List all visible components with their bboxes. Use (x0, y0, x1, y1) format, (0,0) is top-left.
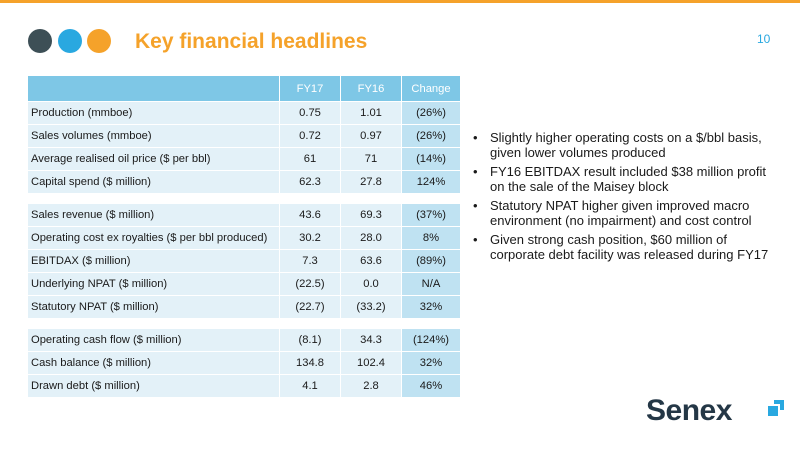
bullet-item: Slightly higher operating costs on a $/b… (472, 130, 784, 160)
logo-mark-icon (768, 400, 784, 416)
fy17-value: 0.72 (280, 125, 341, 148)
fy16-value: 28.0 (341, 227, 402, 250)
table-row: Cash balance ($ million) 134.8 102.4 32% (28, 352, 461, 375)
fy17-value: (22.7) (280, 296, 341, 319)
blue-circle-icon (58, 29, 82, 53)
spacer-cell (280, 194, 341, 204)
header-cell-change: Change (402, 76, 461, 102)
row-label: Average realised oil price ($ per bbl) (28, 148, 280, 171)
table-row: Capital spend ($ million) 62.3 27.8 124% (28, 171, 461, 194)
commentary-list: Slightly higher operating costs on a $/b… (472, 130, 784, 266)
table-row: Operating cash flow ($ million) (8.1) 34.3… (28, 329, 461, 352)
header-cell-fy16: FY16 (341, 76, 402, 102)
change-value: 124% (402, 171, 461, 194)
change-value: 46% (402, 375, 461, 398)
fy17-value: 30.2 (280, 227, 341, 250)
fy17-value: 61 (280, 148, 341, 171)
bullet-item: Given strong cash position, $60 million … (472, 232, 784, 262)
spacer-cell (28, 319, 280, 329)
fy17-value: 4.1 (280, 375, 341, 398)
row-label: Capital spend ($ million) (28, 171, 280, 194)
fy17-value: 7.3 (280, 250, 341, 273)
fy17-value: 62.3 (280, 171, 341, 194)
financial-table: FY17 FY16 Change Production (mmboe) 0.75 1.01… (28, 76, 461, 398)
table-row: Average realised oil price ($ per bbl) 61… (28, 148, 461, 171)
row-label: EBITDAX ($ million) (28, 250, 280, 273)
table-row: EBITDAX ($ million) 7.3 63.6 (89%) (28, 250, 461, 273)
change-value: N/A (402, 273, 461, 296)
bullet-item: Statutory NPAT higher given improved mac… (472, 198, 784, 228)
page-number: 10 (757, 32, 771, 46)
fy16-value: 102.4 (341, 352, 402, 375)
change-value: (26%) (402, 102, 461, 125)
table-row: Statutory NPAT ($ million) (22.7) (33.2) 32… (28, 296, 461, 319)
change-value: 32% (402, 296, 461, 319)
table-row: Underlying NPAT ($ million) (22.5) 0.0 N/A (28, 273, 461, 296)
change-value: 8% (402, 227, 461, 250)
fy17-value: 0.75 (280, 102, 341, 125)
table-group-spacer (28, 194, 461, 204)
change-value: (26%) (402, 125, 461, 148)
row-label: Drawn debt ($ million) (28, 375, 280, 398)
fy17-value: (8.1) (280, 329, 341, 352)
change-value: (124%) (402, 329, 461, 352)
slide-title: Key financial headlines (135, 30, 368, 53)
fy16-value: 2.8 (341, 375, 402, 398)
table-row: Sales revenue ($ million) 43.6 69.3 (37%) (28, 204, 461, 227)
bullet-item: FY16 EBITDAX result included $38 million… (472, 164, 784, 194)
spacer-cell (402, 319, 461, 329)
orange-circle-icon (87, 29, 111, 53)
row-label: Cash balance ($ million) (28, 352, 280, 375)
fy16-value: 69.3 (341, 204, 402, 227)
spacer-cell (280, 319, 341, 329)
table-row: Operating cost ex royalties ($ per bbl p… (28, 227, 461, 250)
header-cell-label (28, 76, 280, 102)
row-label: Statutory NPAT ($ million) (28, 296, 280, 319)
fy16-value: 34.3 (341, 329, 402, 352)
top-accent-bar (0, 0, 800, 3)
change-value: (14%) (402, 148, 461, 171)
fy17-value: (22.5) (280, 273, 341, 296)
fy16-value: 71 (341, 148, 402, 171)
fy16-value: 1.01 (341, 102, 402, 125)
fy17-value: 134.8 (280, 352, 341, 375)
table-row: Production (mmboe) 0.75 1.01 (26%) (28, 102, 461, 125)
row-label: Sales revenue ($ million) (28, 204, 280, 227)
fy16-value: (33.2) (341, 296, 402, 319)
spacer-cell (402, 194, 461, 204)
fy16-value: 0.97 (341, 125, 402, 148)
spacer-cell (341, 319, 402, 329)
fy16-value: 27.8 (341, 171, 402, 194)
row-label: Operating cash flow ($ million) (28, 329, 280, 352)
fy16-value: 63.6 (341, 250, 402, 273)
row-label: Underlying NPAT ($ million) (28, 273, 280, 296)
row-label: Production (mmboe) (28, 102, 280, 125)
row-label: Operating cost ex royalties ($ per bbl p… (28, 227, 280, 250)
spacer-cell (28, 194, 280, 204)
dark-circle-icon (28, 29, 52, 53)
change-value: (37%) (402, 204, 461, 227)
fy17-value: 43.6 (280, 204, 341, 227)
spacer-cell (341, 194, 402, 204)
change-value: (89%) (402, 250, 461, 273)
table-row: Sales volumes (mmboe) 0.72 0.97 (26%) (28, 125, 461, 148)
table-row: Drawn debt ($ million) 4.1 2.8 46% (28, 375, 461, 398)
row-label: Sales volumes (mmboe) (28, 125, 280, 148)
header-cell-fy17: FY17 (280, 76, 341, 102)
change-value: 32% (402, 352, 461, 375)
table-header-row: FY17 FY16 Change (28, 76, 461, 102)
logo-text: Senex (646, 394, 732, 427)
fy16-value: 0.0 (341, 273, 402, 296)
table-group-spacer (28, 319, 461, 329)
